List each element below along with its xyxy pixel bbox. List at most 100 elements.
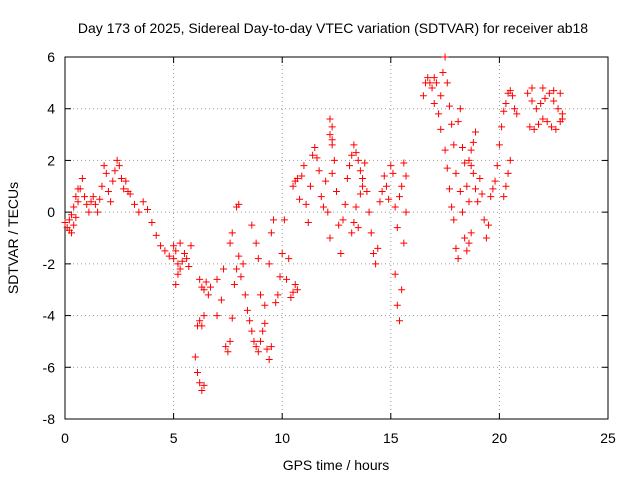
data-point — [443, 79, 451, 87]
data-point — [235, 200, 243, 208]
data-point — [539, 115, 547, 123]
data-point — [556, 89, 564, 97]
data-point — [339, 216, 347, 224]
data-point — [398, 286, 406, 294]
data-point — [287, 293, 295, 301]
data-point — [239, 260, 247, 268]
data-point — [335, 221, 343, 229]
data-point — [72, 213, 80, 221]
data-point — [487, 193, 495, 201]
data-point — [480, 216, 488, 224]
data-point — [532, 105, 540, 113]
data-point — [452, 169, 460, 177]
chart-title: Day 173 of 2025, Sidereal Day-to-day VTE… — [78, 20, 588, 36]
y-tick-label: 6 — [47, 49, 55, 65]
data-point — [278, 250, 286, 258]
data-point — [96, 195, 104, 203]
data-point — [65, 216, 73, 224]
data-point — [441, 53, 449, 61]
data-point — [115, 162, 123, 170]
data-point — [456, 187, 464, 195]
data-point — [359, 175, 367, 183]
data-point — [526, 123, 534, 131]
data-point — [248, 327, 256, 335]
data-point — [395, 193, 403, 201]
data-point — [534, 120, 542, 128]
data-point — [300, 162, 308, 170]
data-point — [200, 286, 208, 294]
y-tick-label: -4 — [43, 308, 56, 324]
data-point — [372, 260, 380, 268]
data-point — [230, 281, 238, 289]
data-point — [541, 94, 549, 102]
data-point — [224, 348, 232, 356]
plot-frame — [64, 56, 609, 420]
data-point — [165, 252, 173, 260]
data-point — [78, 175, 86, 183]
x-tick-labels: 0 5 10 15 20 25 — [61, 430, 616, 446]
data-point — [309, 151, 317, 159]
data-point — [256, 337, 264, 345]
data-point — [395, 317, 403, 325]
data-point — [389, 169, 397, 177]
data-point — [500, 107, 508, 115]
data-point — [500, 193, 508, 201]
data-point — [85, 208, 93, 216]
data-point — [328, 123, 336, 131]
data-point — [493, 162, 501, 170]
data-point — [226, 239, 234, 247]
data-point — [180, 250, 188, 258]
data-point — [265, 260, 273, 268]
data-point — [469, 138, 477, 146]
data-point — [502, 182, 510, 190]
data-point — [454, 118, 462, 126]
data-point — [463, 182, 471, 190]
data-point — [476, 175, 484, 183]
data-point — [89, 193, 97, 201]
data-point — [445, 185, 453, 193]
data-point — [191, 353, 199, 361]
data-point — [193, 368, 201, 376]
data-point — [319, 203, 327, 211]
data-point — [441, 146, 449, 154]
data-point — [183, 255, 191, 263]
data-point — [272, 299, 280, 307]
data-point — [385, 195, 393, 203]
data-point — [382, 182, 390, 190]
data-point — [293, 286, 301, 294]
data-point — [198, 387, 206, 395]
data-point — [489, 185, 497, 193]
data-point — [107, 198, 115, 206]
data-point — [213, 312, 221, 320]
data-point — [467, 146, 475, 154]
data-point — [361, 159, 369, 167]
data-point — [161, 247, 169, 255]
data-point — [126, 190, 134, 198]
data-point — [83, 200, 91, 208]
data-point — [276, 273, 284, 281]
data-point — [502, 100, 510, 108]
data-point — [465, 198, 473, 206]
data-point — [485, 221, 493, 229]
data-point — [545, 89, 553, 97]
data-point — [326, 131, 334, 139]
data-point — [131, 200, 139, 208]
data-point — [226, 337, 234, 345]
data-point — [458, 208, 466, 216]
x-tick-label: 15 — [383, 430, 399, 446]
y-tick-label: 2 — [47, 152, 55, 168]
data-point — [135, 208, 143, 216]
data-point — [508, 92, 516, 100]
data-point — [176, 239, 184, 247]
x-tick-label: 10 — [274, 430, 290, 446]
data-point — [448, 120, 456, 128]
x-tick-label: 20 — [492, 430, 508, 446]
data-point — [120, 185, 128, 193]
data-point — [352, 203, 360, 211]
data-point — [98, 182, 106, 190]
axis-ticks — [64, 56, 609, 420]
data-point — [200, 381, 208, 389]
data-point — [506, 87, 514, 95]
data-point — [498, 123, 506, 131]
